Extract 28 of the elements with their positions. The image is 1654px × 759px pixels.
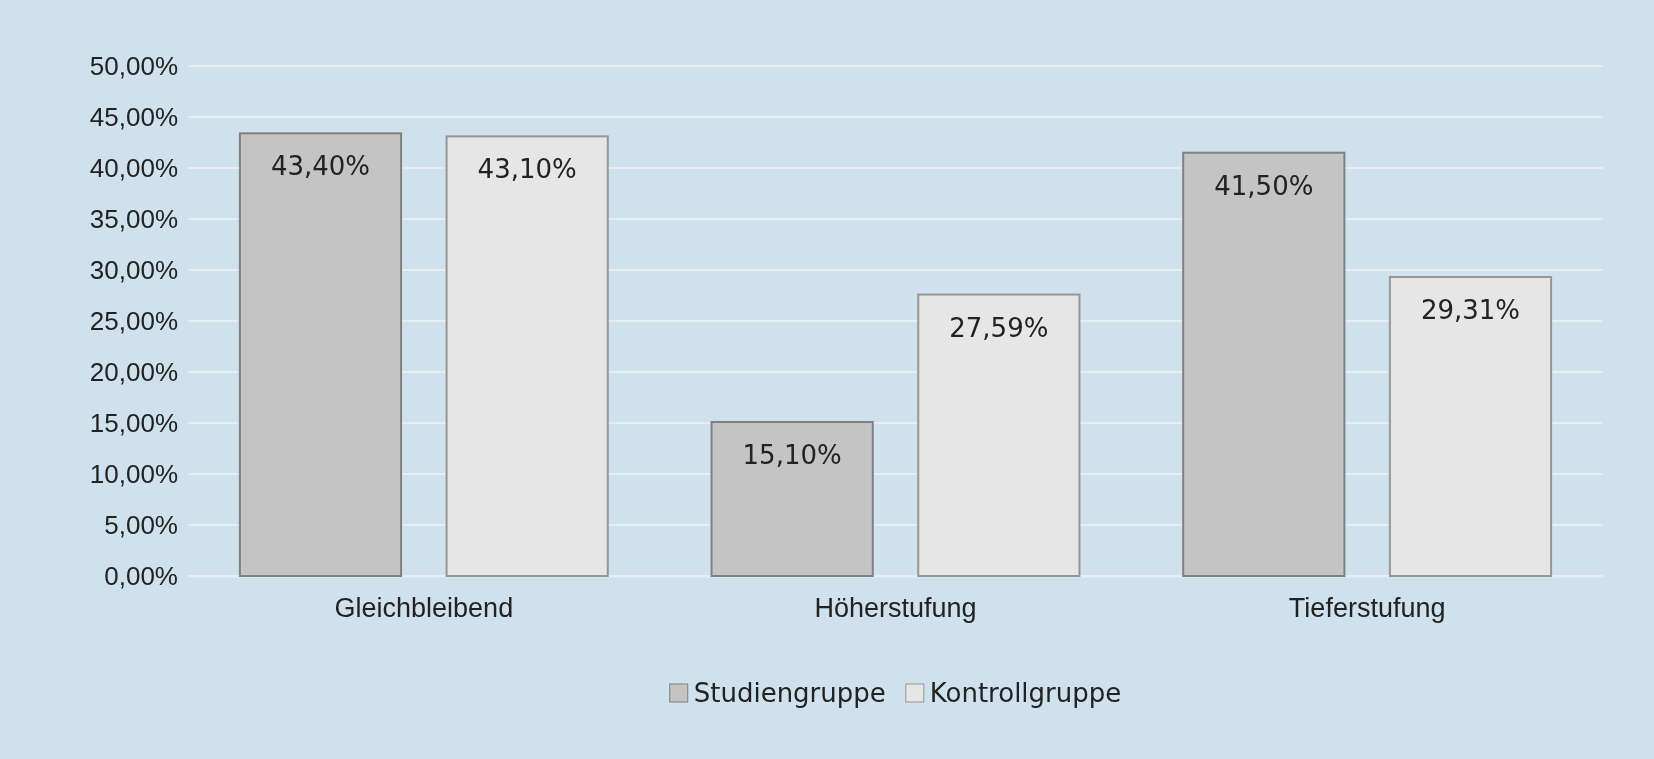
legend-label: Kontrollgruppe	[929, 678, 1122, 708]
legend-label: Studiengruppe	[693, 678, 886, 708]
y-tick-label: 35,00%	[89, 203, 178, 234]
y-tick-label: 50,00%	[89, 50, 178, 81]
y-tick-label: 15,00%	[89, 407, 178, 438]
y-tick-label: 0,00%	[104, 560, 178, 591]
data-label: 27,59%	[949, 312, 1049, 343]
y-tick-label: 5,00%	[104, 509, 178, 540]
bar	[238, 132, 403, 577]
x-tick-label: Tieferstufung	[1288, 593, 1446, 624]
bar	[445, 135, 609, 577]
bar	[710, 420, 874, 577]
y-tick-label: 20,00%	[89, 356, 178, 387]
bar	[917, 293, 1081, 577]
y-tick-label: 40,00%	[89, 152, 178, 183]
x-tick-label: Gleichbleibend	[334, 593, 514, 624]
data-label: 41,50%	[1214, 170, 1314, 201]
bar	[1182, 151, 1346, 577]
data-label: 43,40%	[270, 151, 371, 182]
data-label: 15,10%	[742, 439, 842, 470]
y-tick-label: 25,00%	[89, 305, 178, 336]
x-tick-label: Höherstufung	[814, 593, 977, 624]
data-label: 43,10%	[477, 154, 577, 185]
data-label: 29,31%	[1420, 295, 1521, 326]
bar	[1388, 276, 1553, 577]
y-tick-label: 45,00%	[89, 101, 178, 132]
y-tick-label: 30,00%	[89, 254, 178, 285]
y-tick-label: 10,00%	[89, 458, 178, 489]
